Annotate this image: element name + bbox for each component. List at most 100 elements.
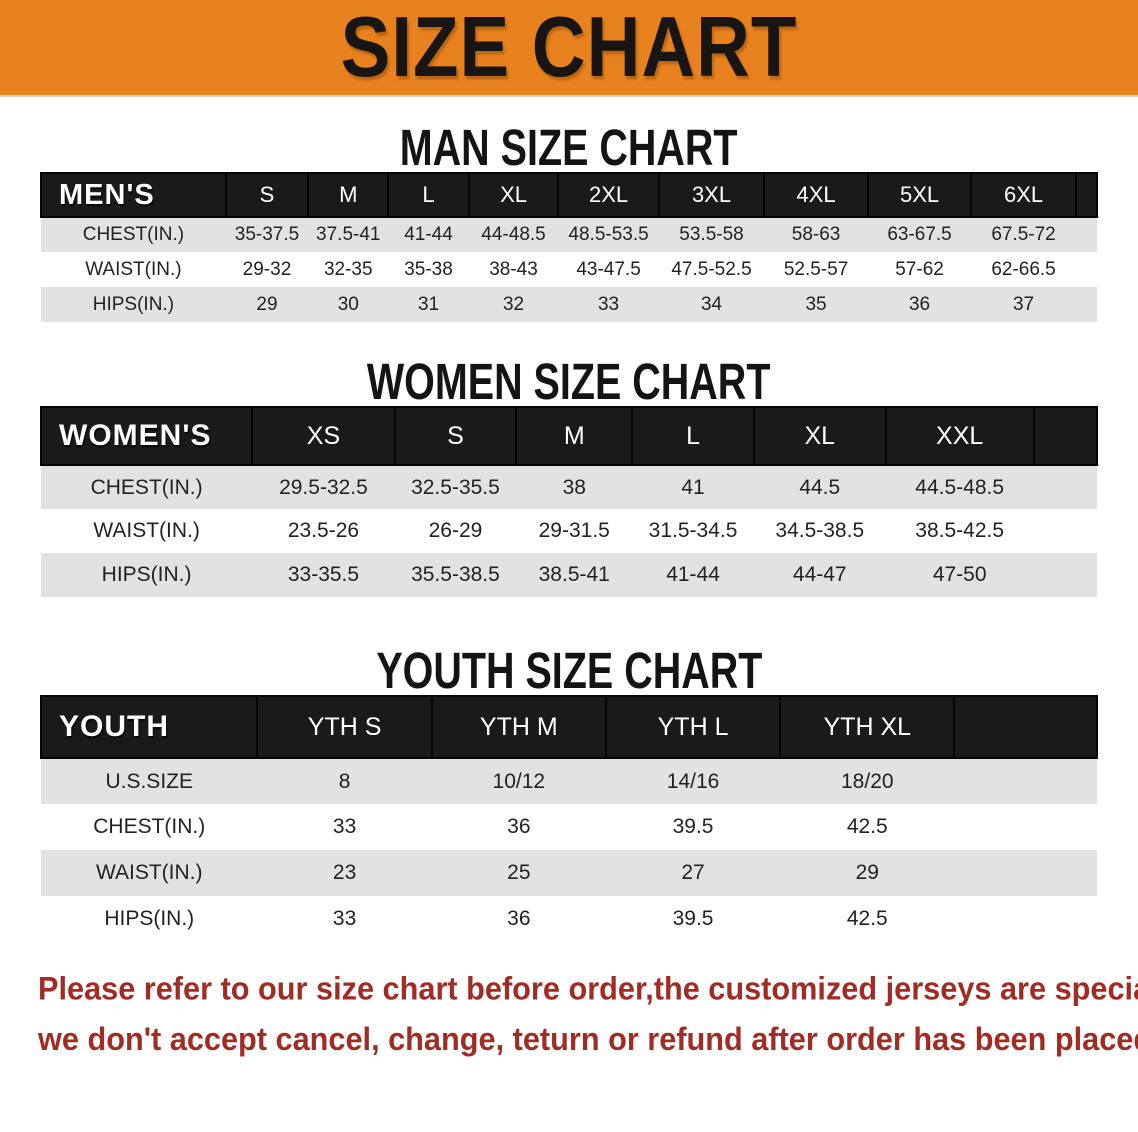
value-cell: 38.5-42.5 xyxy=(915,519,1005,542)
table-row: WAIST(IN.) 29-32 32-35 35-38 38-43 43-47… xyxy=(41,252,1097,287)
column-header: XL xyxy=(467,172,560,218)
value-cell: 29.5-32.5 xyxy=(279,475,368,499)
column-header: 3XL xyxy=(657,172,766,218)
youth-size-table: YOUTH YTH S YTH M YTH L YTH XL U.S.SIZE … xyxy=(39,695,1098,942)
column-header: XXL xyxy=(884,406,1035,466)
column-header: M xyxy=(515,406,634,466)
column-header: L xyxy=(631,406,755,466)
value-cell: 31.5-34.5 xyxy=(648,519,738,542)
value-cell: 41 xyxy=(681,475,705,499)
value-cell: 32-35 xyxy=(323,258,373,280)
column-header: 6XL xyxy=(970,172,1077,218)
value-cell: 29-32 xyxy=(242,258,292,280)
row-label: WAIST(IN.) xyxy=(95,861,203,884)
value-cell: 32.5-35.5 xyxy=(411,475,500,499)
column-header: XL xyxy=(752,406,887,466)
table-row: CHEST(IN.) 35-37.5 37.5-41 41-44 44-48.5… xyxy=(41,217,1097,252)
value-cell: 35-37.5 xyxy=(234,224,300,245)
filler-cell xyxy=(954,758,1097,804)
filler-cell xyxy=(1076,217,1097,252)
value-cell: 37 xyxy=(1012,293,1035,315)
row-label: CHEST(IN.) xyxy=(90,475,203,499)
man-section-heading: MAN SIZE CHART xyxy=(400,118,738,177)
column-header: YTH M xyxy=(430,695,607,759)
value-cell: 30 xyxy=(337,293,359,315)
value-cell: 44.5-48.5 xyxy=(915,475,1005,499)
filler-cell xyxy=(953,695,1098,759)
value-cell: 31 xyxy=(417,293,440,315)
value-cell: 18/20 xyxy=(841,769,894,793)
column-header: 2XL xyxy=(557,172,660,218)
row-label: U.S.SIZE xyxy=(105,769,193,793)
value-cell: 33 xyxy=(332,815,357,838)
table-row: HIPS(IN.) 33-35.5 35.5-38.5 38.5-41 41-4… xyxy=(41,553,1097,597)
value-cell: 36 xyxy=(908,293,931,315)
value-cell: 41-44 xyxy=(666,563,720,586)
filler-cell xyxy=(1032,406,1099,466)
youth-section-heading: YOUTH SIZE CHART xyxy=(375,641,763,700)
youth-corner-label: YOUTH xyxy=(39,695,259,759)
value-cell: 8 xyxy=(338,769,351,793)
disclaimer: Please refer to our size chart before or… xyxy=(38,964,1138,1065)
value-cell: 53.5-58 xyxy=(679,224,744,245)
disclaimer-line-2: we don't accept cancel, change, teturn o… xyxy=(38,1020,1138,1058)
value-cell: 34 xyxy=(700,293,723,315)
mens-size-table: MEN'S S M L XL 2XL 3XL 4XL 5XL 6XL CHEST… xyxy=(40,172,1099,322)
value-cell: 14/16 xyxy=(666,769,720,793)
column-header: S xyxy=(224,172,310,218)
filler-cell xyxy=(1034,465,1097,509)
filler-cell xyxy=(1076,252,1097,287)
value-cell: 47-50 xyxy=(932,563,987,586)
value-cell: 35-38 xyxy=(404,258,453,280)
value-cell: 29 xyxy=(855,861,879,884)
value-cell: 33-35.5 xyxy=(287,563,360,586)
column-header: L xyxy=(387,172,470,218)
value-cell: 33 xyxy=(597,293,620,315)
value-cell: 37.5-41 xyxy=(316,224,381,245)
youth-header-row: YOUTH YTH S YTH M YTH L YTH XL xyxy=(39,695,1098,759)
value-cell: 42.5 xyxy=(846,815,888,838)
value-cell: 58-63 xyxy=(791,224,841,245)
man-section: MAN SIZE CHART xyxy=(0,97,1138,176)
value-cell: 32 xyxy=(502,293,525,315)
value-cell: 47.5-52.5 xyxy=(671,258,752,280)
table-row: HIPS(IN.) 29 30 31 32 33 34 35 36 37 xyxy=(41,287,1097,322)
value-cell: 25 xyxy=(507,861,531,884)
value-cell: 52.5-57 xyxy=(783,258,849,280)
row-label: CHEST(IN.) xyxy=(82,224,185,245)
value-cell: 29-31.5 xyxy=(538,519,610,542)
value-cell: 67.5-72 xyxy=(991,224,1056,245)
value-cell: 38-43 xyxy=(489,258,538,280)
table-row: HIPS(IN.) 33 36 39.5 42.5 xyxy=(41,896,1097,942)
womens-size-table: WOMEN'S XS S M L XL XXL CHEST(IN.) 29.5-… xyxy=(39,406,1099,597)
table-row: WAIST(IN.) 23 25 27 29 xyxy=(41,850,1097,896)
filler-cell xyxy=(1034,509,1097,553)
filler-cell xyxy=(1034,553,1097,597)
value-cell: 44-48.5 xyxy=(481,224,546,245)
row-label: CHEST(IN.) xyxy=(93,815,206,838)
column-header: 5XL xyxy=(866,172,973,218)
table-row: WAIST(IN.) 23.5-26 26-29 29-31.5 31.5-34… xyxy=(41,509,1097,553)
row-label: HIPS(IN.) xyxy=(101,563,192,586)
table-row: CHEST(IN.) 29.5-32.5 32.5-35.5 38 41 44.… xyxy=(41,465,1097,509)
value-cell: 38.5-41 xyxy=(538,563,610,586)
value-cell: 33 xyxy=(332,907,357,930)
youth-section: YOUTH SIZE CHART xyxy=(0,597,1138,699)
table-row: CHEST(IN.) 33 36 39.5 42.5 xyxy=(41,804,1097,850)
banner-title: SIZE CHART xyxy=(340,0,798,95)
value-cell: 39.5 xyxy=(672,815,714,838)
column-header: YTH L xyxy=(604,695,782,759)
value-cell: 26-29 xyxy=(428,519,483,542)
row-label: HIPS(IN.) xyxy=(92,293,175,315)
filler-cell xyxy=(954,896,1097,942)
value-cell: 38 xyxy=(562,475,586,499)
row-label: HIPS(IN.) xyxy=(104,907,195,930)
mens-header-row: MEN'S S M L XL 2XL 3XL 4XL 5XL 6XL xyxy=(40,172,1099,218)
row-label: WAIST(IN.) xyxy=(93,519,200,542)
filler-cell xyxy=(1076,287,1097,322)
value-cell: 62-66.5 xyxy=(991,258,1056,280)
column-header: XS xyxy=(251,406,396,466)
value-cell: 42.5 xyxy=(846,907,888,930)
value-cell: 27 xyxy=(681,861,705,884)
value-cell: 44-47 xyxy=(792,563,847,586)
